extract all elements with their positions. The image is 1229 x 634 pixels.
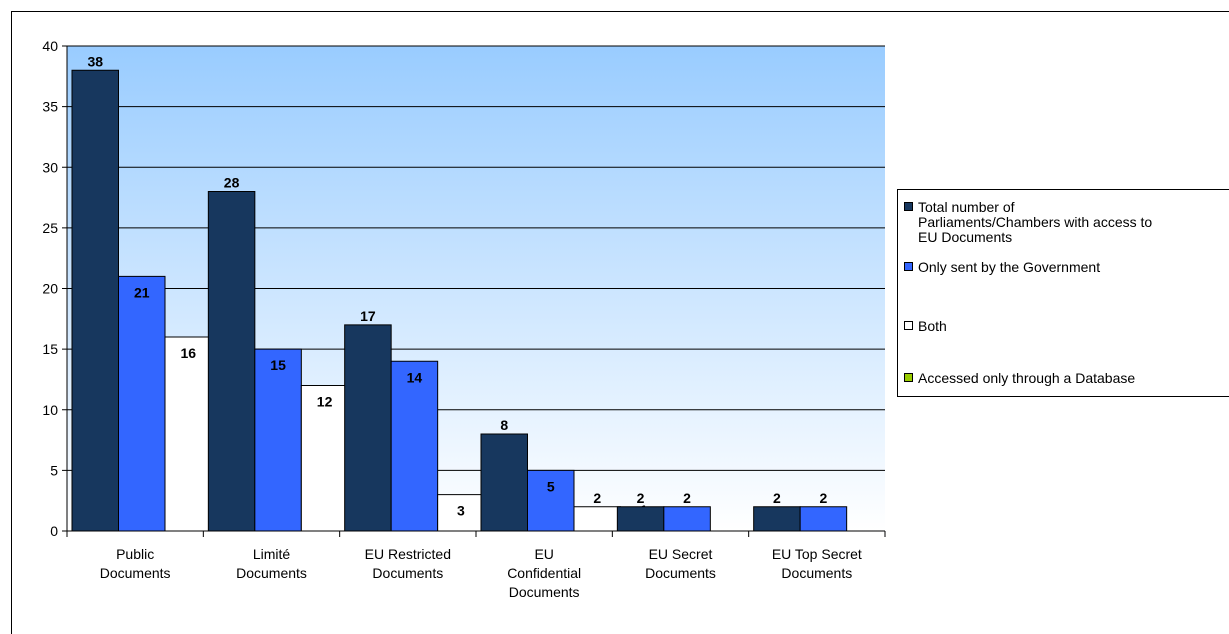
bar	[164, 336, 212, 532]
x-tick-label: Documents	[372, 565, 443, 581]
bar	[207, 191, 256, 532]
bar	[753, 506, 801, 532]
x-tick-label: Limité	[253, 546, 291, 562]
legend: Total number of Parliaments/Chambers wit…	[897, 189, 1229, 397]
x-tick-label: EU Top Secret	[772, 546, 862, 562]
legend-label: Accessed only through a Database	[918, 370, 1136, 386]
bar	[344, 324, 392, 532]
x-tick-label: Documents	[100, 565, 171, 581]
bar	[254, 348, 302, 532]
bar	[118, 275, 166, 532]
legend-label: Only sent by the Government	[918, 259, 1101, 275]
x-tick-label: Documents	[645, 565, 716, 581]
data-label: 16	[180, 345, 196, 361]
data-label: 38	[87, 53, 103, 69]
data-label: 2	[593, 490, 601, 506]
legend-label-line: EU Documents	[918, 229, 1013, 245]
data-label: 2	[820, 490, 828, 506]
legend-label: Both	[918, 318, 947, 334]
x-tick-label: EU	[534, 546, 553, 562]
bar	[480, 433, 528, 532]
bar	[437, 494, 485, 532]
y-tick-label: 20	[42, 281, 58, 297]
y-tick-label: 10	[42, 402, 58, 418]
y-tick-label: 0	[50, 523, 58, 539]
y-tick-label: 25	[42, 220, 58, 236]
data-label: 21	[134, 284, 150, 300]
data-label: 2	[773, 490, 781, 506]
data-label: 2	[683, 490, 691, 506]
legend-swatch-government	[904, 262, 913, 271]
x-tick-label: Confidential	[507, 565, 581, 581]
data-label: 3	[457, 503, 465, 519]
legend-swatch-database	[904, 373, 913, 382]
x-tick-label: Documents	[236, 565, 307, 581]
bar	[390, 360, 439, 532]
bar	[799, 506, 848, 532]
data-label: 17	[360, 308, 376, 324]
x-tick-label: EU Secret	[649, 546, 713, 562]
data-label: 8	[500, 417, 508, 433]
data-label: 2	[637, 490, 645, 506]
bar	[573, 506, 621, 532]
data-label: 12	[317, 394, 333, 410]
bar	[616, 506, 665, 532]
y-tick-label: 15	[42, 341, 58, 357]
legend-label-line: Total number of	[918, 199, 1015, 215]
data-label: 15	[270, 357, 286, 373]
data-label: 28	[224, 175, 240, 191]
y-tick-label: 40	[42, 38, 58, 54]
bar	[71, 69, 119, 532]
y-tick-label: 5	[50, 462, 58, 478]
y-tick-label: 30	[42, 159, 58, 175]
data-label: 5	[547, 478, 555, 494]
x-tick-label: Documents	[509, 584, 580, 600]
x-tick-label: Documents	[781, 565, 852, 581]
x-tick-label: EU Restricted	[365, 546, 451, 562]
x-tick-label: Public	[116, 546, 154, 562]
legend-swatch-both	[904, 321, 913, 330]
legend-label-line: Parliaments/Chambers with access to	[918, 214, 1153, 230]
bar	[527, 469, 575, 532]
chart-frame	[11, 11, 1229, 634]
data-label: 14	[407, 369, 423, 385]
y-tick-label: 35	[42, 99, 58, 115]
legend-swatch-total	[904, 202, 913, 211]
bar	[300, 385, 349, 532]
bar	[663, 506, 711, 532]
